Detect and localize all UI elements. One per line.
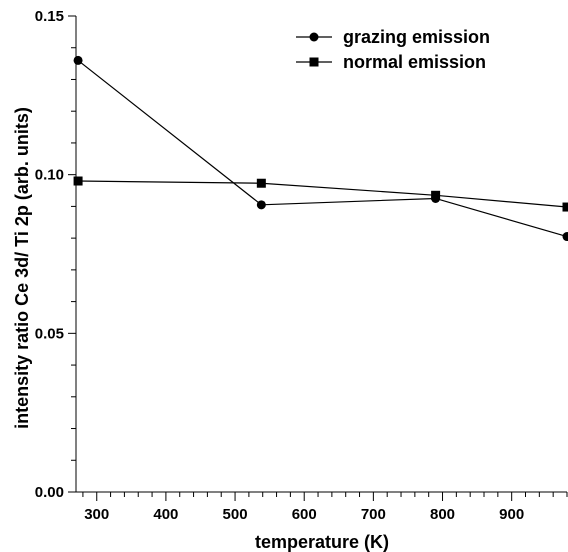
x-tick-label: 500 [223, 506, 248, 523]
data-point [562, 202, 568, 212]
x-tick-label: 400 [153, 506, 178, 523]
x-tick-label: 900 [499, 506, 524, 523]
x-tick-label: 800 [430, 506, 455, 523]
data-point [431, 190, 441, 200]
data-point [562, 232, 568, 242]
y-tick-label: 0.05 [35, 325, 64, 342]
series-line [77, 59, 568, 238]
legend-marker [309, 32, 319, 42]
x-tick-label: 300 [84, 506, 109, 523]
data-point [256, 178, 266, 188]
data-point [73, 55, 83, 65]
data-point [73, 176, 83, 186]
series-normal-emission [73, 176, 568, 212]
legend-item: grazing emission [296, 27, 490, 47]
x-tick-label: 600 [292, 506, 317, 523]
y-tick-label: 0.00 [35, 484, 64, 501]
x-tick-label: 700 [361, 506, 386, 523]
y-axis-title: intensity ratio Ce 3d/ Ti 2p (arb. units… [12, 107, 32, 429]
y-tick-label: 0.15 [35, 8, 64, 25]
ticks: 300 400 500 600 700 800 900 0.00 0.05 0.10 0.15 [35, 8, 568, 523]
legend-marker [309, 57, 319, 67]
series [73, 55, 568, 242]
legend-label: grazing emission [343, 27, 490, 47]
legend-label: normal emission [343, 52, 486, 72]
data-point [256, 200, 266, 210]
legend-item: normal emission [296, 52, 486, 72]
series-line [78, 180, 568, 208]
y-tick-label: 0.10 [35, 167, 64, 184]
legend: grazing emission normal emission [296, 27, 490, 72]
x-axis-title: temperature (K) [255, 532, 389, 552]
series-grazing-emission [73, 55, 568, 242]
axes [75, 16, 567, 493]
